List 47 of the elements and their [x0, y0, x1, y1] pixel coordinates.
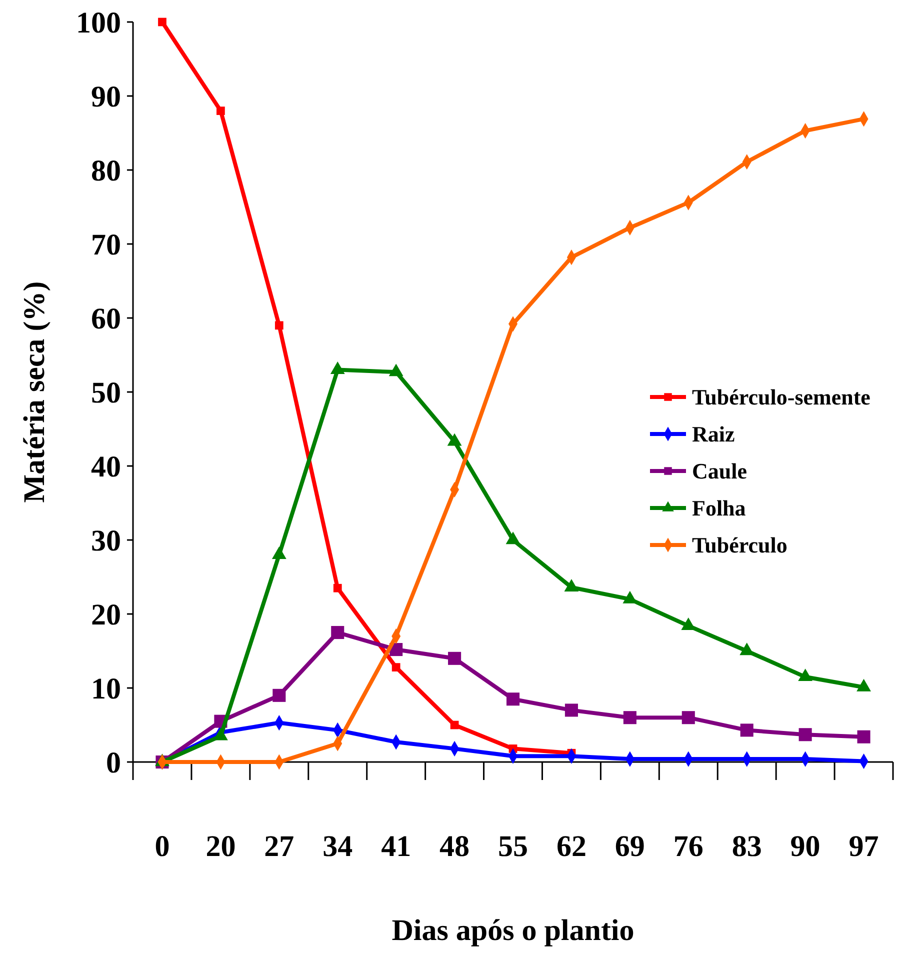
- x-tick-label: 62: [556, 830, 586, 863]
- x-tick-label: 41: [381, 830, 412, 863]
- x-tick-label: 97: [848, 830, 879, 863]
- legend-label: Tubérculo: [692, 532, 788, 558]
- y-tick-label: 100: [76, 6, 121, 40]
- legend-label: Tubérculo-semente: [692, 384, 871, 410]
- point: [216, 106, 225, 115]
- point: [392, 663, 400, 672]
- x-tick-label: 0: [154, 830, 170, 863]
- point: [158, 18, 166, 26]
- y-tick-label: 70: [91, 228, 121, 262]
- x-tick-label: 27: [264, 830, 294, 863]
- y-tick-label: 90: [91, 80, 121, 114]
- legend-label: Folha: [692, 496, 746, 521]
- point: [682, 711, 695, 724]
- legend-label: Raiz: [692, 422, 735, 447]
- y-tick-label: 40: [91, 450, 121, 484]
- point: [857, 730, 870, 744]
- point: [274, 321, 284, 330]
- y-tick-label: 30: [91, 524, 121, 558]
- y-tick-label: 80: [91, 154, 121, 188]
- point: [448, 652, 462, 665]
- y-tick-label: 20: [91, 598, 121, 632]
- point: [272, 688, 286, 702]
- y-tick-label: 0: [106, 746, 121, 780]
- point: [798, 728, 812, 742]
- x-tick-label: 55: [498, 830, 528, 863]
- x-tick-label: 83: [732, 830, 762, 863]
- x-tick-label: 48: [440, 830, 470, 863]
- y-axis-title: Matéria seca (%): [18, 281, 51, 503]
- y-tick-label: 10: [91, 672, 121, 706]
- x-tick-label: 90: [790, 830, 820, 863]
- point: [333, 584, 342, 592]
- y-tick-label: 50: [91, 376, 121, 410]
- point: [564, 704, 578, 717]
- point: [331, 626, 344, 640]
- x-tick-label: 34: [322, 830, 353, 863]
- x-tick-label: 20: [206, 830, 236, 863]
- point: [450, 720, 459, 730]
- x-axis-title: Dias após o plantio: [392, 914, 634, 947]
- y-tick-label: 60: [91, 302, 121, 336]
- point: [740, 724, 754, 737]
- point: [623, 711, 636, 724]
- x-tick-label: 69: [614, 830, 645, 863]
- x-tick-label: 76: [673, 830, 704, 863]
- legend-label: Caule: [692, 458, 748, 484]
- point: [506, 692, 520, 706]
